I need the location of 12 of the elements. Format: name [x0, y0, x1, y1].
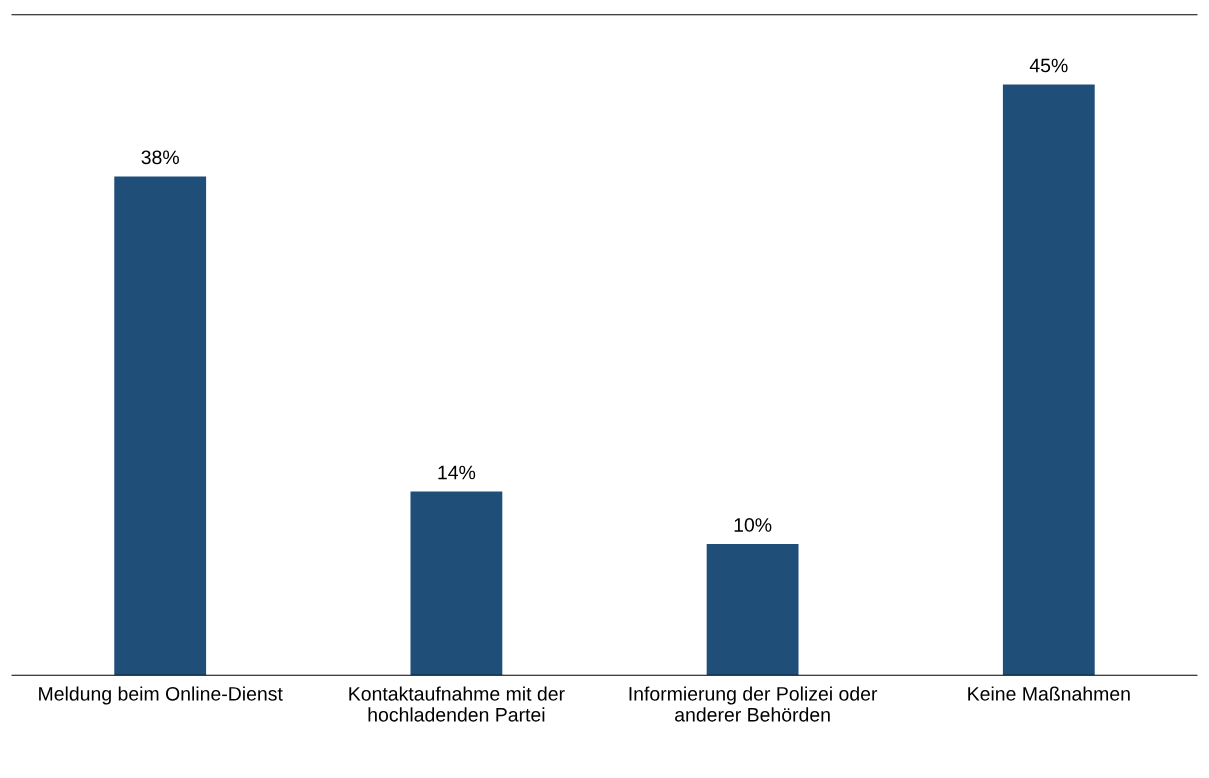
bar	[1002, 84, 1095, 676]
data-label: 10%	[734, 518, 772, 532]
data-label: 14%	[438, 465, 476, 480]
data-label: 45%	[1029, 58, 1068, 73]
x-tick-label: Kontaktaufnahme mit der hochladenden Partei	[349, 686, 565, 722]
data-label: 38%	[141, 150, 179, 165]
x-tick-label: Informierung der Polizei oder anderer Behörden	[629, 686, 878, 722]
x-tick-label: Meldung beim Online-Dienst	[39, 686, 283, 705]
x-tick-label: Keine Maßnahmen	[968, 686, 1130, 701]
bar	[706, 544, 799, 676]
bar	[410, 491, 503, 676]
bar	[114, 176, 207, 676]
